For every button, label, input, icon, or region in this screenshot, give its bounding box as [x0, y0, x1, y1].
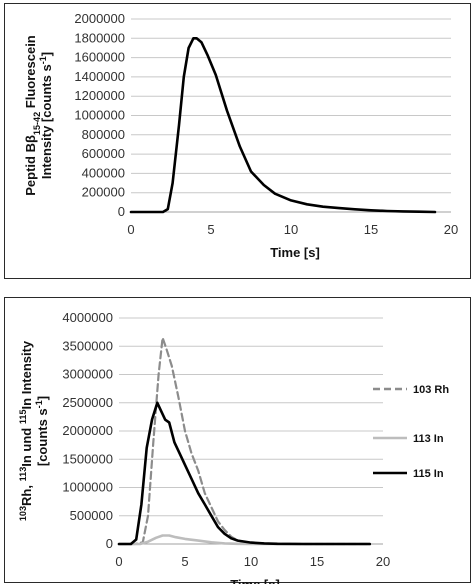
- fluorescein-series-line-0: [129, 36, 437, 214]
- fluorescein-y-tick-label: 0: [118, 204, 125, 219]
- icpms-y-axis-label: [counts s-1]: [34, 396, 50, 466]
- icpms-series-line-115-in: [117, 401, 372, 546]
- icpms-y-tick-label: 2500000: [62, 395, 113, 410]
- fluorescein-x-tick-label: 20: [444, 222, 458, 237]
- icpms-y-tick-label: 1500000: [62, 451, 113, 466]
- icpms-legend-label: 115 In: [413, 468, 444, 480]
- chart-panel-icpms: 0 500000 1000000 1500000 2000000 2500000 30000…: [4, 297, 471, 584]
- fluorescein-x-tick-label: 5: [207, 222, 214, 237]
- fluorescein-x-axis-label: Time [s]: [270, 245, 320, 260]
- fluorescein-y-axis-label: Peptid Bβ15-42 Fluorescein: [23, 35, 42, 196]
- icpms-series-line-113-in: [117, 534, 372, 546]
- fluorescein-x-tick-label: 15: [364, 222, 378, 237]
- icpms-legend-label: 103 Rh: [413, 384, 449, 396]
- icpms-legend-label: 113 In: [413, 433, 444, 445]
- icpms-x-tick-label: 15: [310, 554, 324, 569]
- icpms-x-tick-label: 20: [376, 554, 390, 569]
- icpms-x-tick-label: 0: [115, 554, 122, 569]
- fluorescein-y-tick-label: 1400000: [74, 69, 125, 84]
- icpms-y-tick-label: 3500000: [62, 338, 113, 353]
- fluorescein-y-axis-label: Intensity [counts s-1]: [38, 52, 54, 179]
- fluorescein-x-tick-label: 10: [284, 222, 298, 237]
- icpms-y-tick-label: 0: [106, 536, 113, 551]
- fluorescein-y-tick-label: 400000: [82, 165, 125, 180]
- icpms-x-axis-label: Time [s]: [230, 577, 280, 584]
- chart-panel-fluorescein: 0 200000 400000 600000 800000 1000000 1200000 1…: [4, 3, 471, 279]
- icpms-y-tick-label: 500000: [70, 508, 113, 523]
- fluorescein-y-tick-label: 2000000: [74, 11, 125, 26]
- fluorescein-y-tick-label: 600000: [82, 146, 125, 161]
- fluorescein-chart: 0 200000 400000 600000 800000 1000000 1200000 1…: [23, 11, 458, 260]
- icpms-y-tick-label: 2000000: [62, 423, 113, 438]
- fluorescein-y-tick-label: 200000: [82, 185, 125, 200]
- fluorescein-x-tick-label: 0: [127, 222, 134, 237]
- icpms-series-line-103-rh: [117, 336, 371, 546]
- fluorescein-y-tick-label: 800000: [82, 127, 125, 142]
- fluorescein-y-tick-label: 1600000: [74, 50, 125, 65]
- icpms-x-tick-label: 10: [244, 554, 258, 569]
- icpms-y-axis-label: 103Rh, 113In und 115In Intensity: [18, 340, 34, 521]
- fluorescein-y-tick-label: 1200000: [74, 88, 125, 103]
- fluorescein-y-tick-label: 1000000: [74, 108, 125, 123]
- fluorescein-y-tick-label: 1800000: [74, 30, 125, 45]
- icpms-y-tick-label: 3000000: [62, 367, 113, 382]
- icpms-y-tick-label: 4000000: [62, 310, 113, 325]
- icpms-y-tick-label: 1000000: [62, 480, 113, 495]
- icpms-chart: 0 500000 1000000 1500000 2000000 2500000 30000…: [18, 310, 449, 584]
- icpms-x-tick-label: 5: [181, 554, 188, 569]
